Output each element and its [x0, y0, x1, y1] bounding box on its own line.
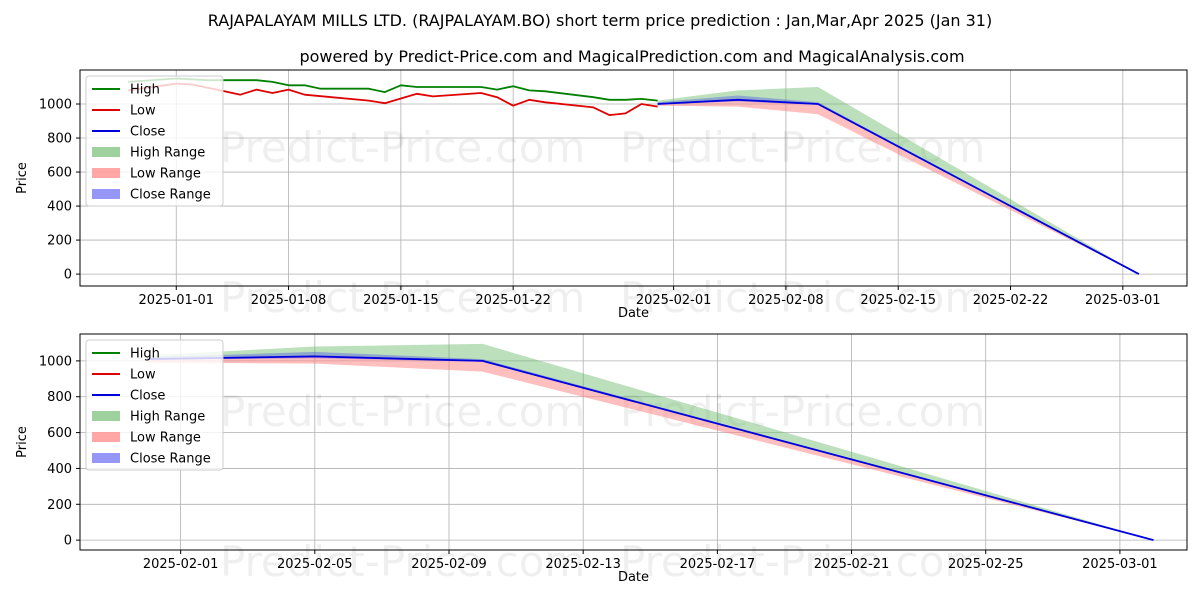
legend-swatch-patch — [92, 411, 120, 421]
series-high-line — [128, 77, 658, 102]
series-high-range — [147, 343, 1154, 541]
legend-label: Close — [130, 389, 165, 404]
y-tick-label: 600 — [47, 426, 72, 441]
x-tick-label: 2025-02-21 — [814, 557, 890, 572]
y-tick-label: 800 — [47, 390, 72, 405]
y-tick-label: 1000 — [39, 98, 72, 113]
y-tick-label: 200 — [47, 498, 72, 513]
legend-swatch-patch — [92, 453, 120, 463]
x-tick-label: 2025-02-09 — [411, 557, 487, 572]
y-tick-label: 800 — [47, 132, 72, 147]
y-tick-label: 0 — [64, 534, 72, 549]
x-tick-label: 2025-02-01 — [143, 557, 219, 572]
y-tick-label: 400 — [47, 462, 72, 477]
legend-label: High — [130, 83, 160, 98]
legend-entry: Low Range — [92, 431, 201, 446]
y-axis-label: Price — [15, 426, 30, 458]
watermark-text: Predict-Price.com — [620, 273, 985, 322]
legend-entry: High — [92, 83, 160, 98]
legend-entry: Close Range — [92, 452, 211, 467]
legend-entry: High Range — [92, 146, 205, 161]
plot-area — [127, 77, 1140, 275]
series-low-range — [147, 356, 1154, 541]
watermark: Predict-Price.com Predict-Price.com Predic… — [220, 387, 985, 586]
legend-entry: High Range — [92, 410, 205, 425]
watermark-text: Predict-Price.com — [220, 537, 585, 586]
x-tick-label: 2025-03-01 — [1082, 557, 1158, 572]
legend-entry: Low — [92, 368, 156, 383]
x-tick-label: 2025-02-01 — [636, 293, 712, 308]
legend-swatch-patch — [92, 168, 120, 178]
watermark-text: Predict-Price.com — [620, 387, 985, 436]
legend-label: Close Range — [130, 452, 211, 467]
y-axis-label: Price — [15, 162, 30, 194]
legend-entry: Low — [92, 104, 156, 119]
legend-label: High — [130, 347, 160, 362]
series-close-line — [657, 98, 1140, 275]
x-tick-label: 2025-01-08 — [251, 293, 327, 308]
x-tick-label: 2025-02-25 — [948, 557, 1024, 572]
watermark-text: Predict-Price.com — [620, 537, 985, 586]
chart-panel-2: Predict-Price.com Predict-Price.com Predic… — [15, 333, 1188, 586]
watermark-text: Predict-Price.com — [220, 123, 585, 172]
legend-swatch-patch — [92, 432, 120, 442]
series-close-range — [147, 351, 1154, 541]
x-tick-label: 2025-01-22 — [475, 293, 551, 308]
legend-swatch-patch — [92, 147, 120, 157]
grid-lines — [80, 334, 1187, 550]
legend-label: Low Range — [130, 167, 201, 182]
x-tick-label: 2025-01-15 — [363, 293, 439, 308]
chart-panel-1: Predict-Price.com Predict-Price.com Predic… — [15, 69, 1188, 322]
legend-swatch-patch — [92, 189, 120, 199]
plot-area — [147, 343, 1154, 541]
legend-label: Close — [130, 125, 165, 140]
y-tick-label: 200 — [47, 234, 72, 249]
legend-label: High Range — [130, 146, 205, 161]
legend-entry: Close — [92, 389, 165, 404]
axes-frame — [79, 333, 1188, 551]
legend-label: Close Range — [130, 188, 211, 203]
legend-label: Low — [130, 104, 156, 119]
legend-label: Low Range — [130, 431, 201, 446]
legend-entry: High — [92, 347, 160, 362]
legend-box — [85, 339, 224, 471]
axes-frame — [79, 69, 1188, 287]
legend-entry: Close — [92, 125, 165, 140]
watermark-text: Predict-Price.com — [220, 387, 585, 436]
x-axis-label: Date — [618, 570, 649, 585]
grid-lines — [80, 70, 1187, 286]
y-tick-label: 400 — [47, 200, 72, 215]
x-axis-label: Date — [618, 306, 649, 321]
legend-label: Low — [130, 368, 156, 383]
legend-label: High Range — [130, 410, 205, 425]
x-tick-label: 2025-01-01 — [138, 293, 214, 308]
y-tick-label: 1000 — [39, 354, 72, 369]
legend-entry: Close Range — [92, 188, 211, 203]
y-tick-label: 600 — [47, 166, 72, 181]
watermark: Predict-Price.com Predict-Price.com Predic… — [220, 123, 985, 322]
x-tick-label: 2025-03-01 — [1085, 293, 1161, 308]
legend: High Low Close High Range Low Range Close Ran… — [85, 339, 224, 471]
chart-subtitle: powered by Predict-Price.com and Magical… — [299, 47, 964, 66]
x-tick-label: 2025-02-22 — [973, 293, 1049, 308]
x-tick-label: 2025-02-15 — [860, 293, 936, 308]
watermark-text: Predict-Price.com — [220, 273, 585, 322]
legend-box — [85, 75, 224, 207]
x-tick-label: 2025-02-05 — [277, 557, 353, 572]
x-tick-label: 2025-02-13 — [545, 557, 621, 572]
x-tick-label: 2025-02-08 — [748, 293, 824, 308]
legend: High Low Close High Range Low Range Close Ran… — [85, 75, 224, 207]
chart-title: RAJAPALAYAM MILLS LTD. (RAJPALAYAM.BO) s… — [208, 11, 992, 30]
legend-entry: Low Range — [92, 167, 201, 182]
y-tick-label: 0 — [64, 268, 72, 283]
x-tick-label: 2025-02-17 — [680, 557, 756, 572]
series-close-line — [147, 355, 1154, 541]
